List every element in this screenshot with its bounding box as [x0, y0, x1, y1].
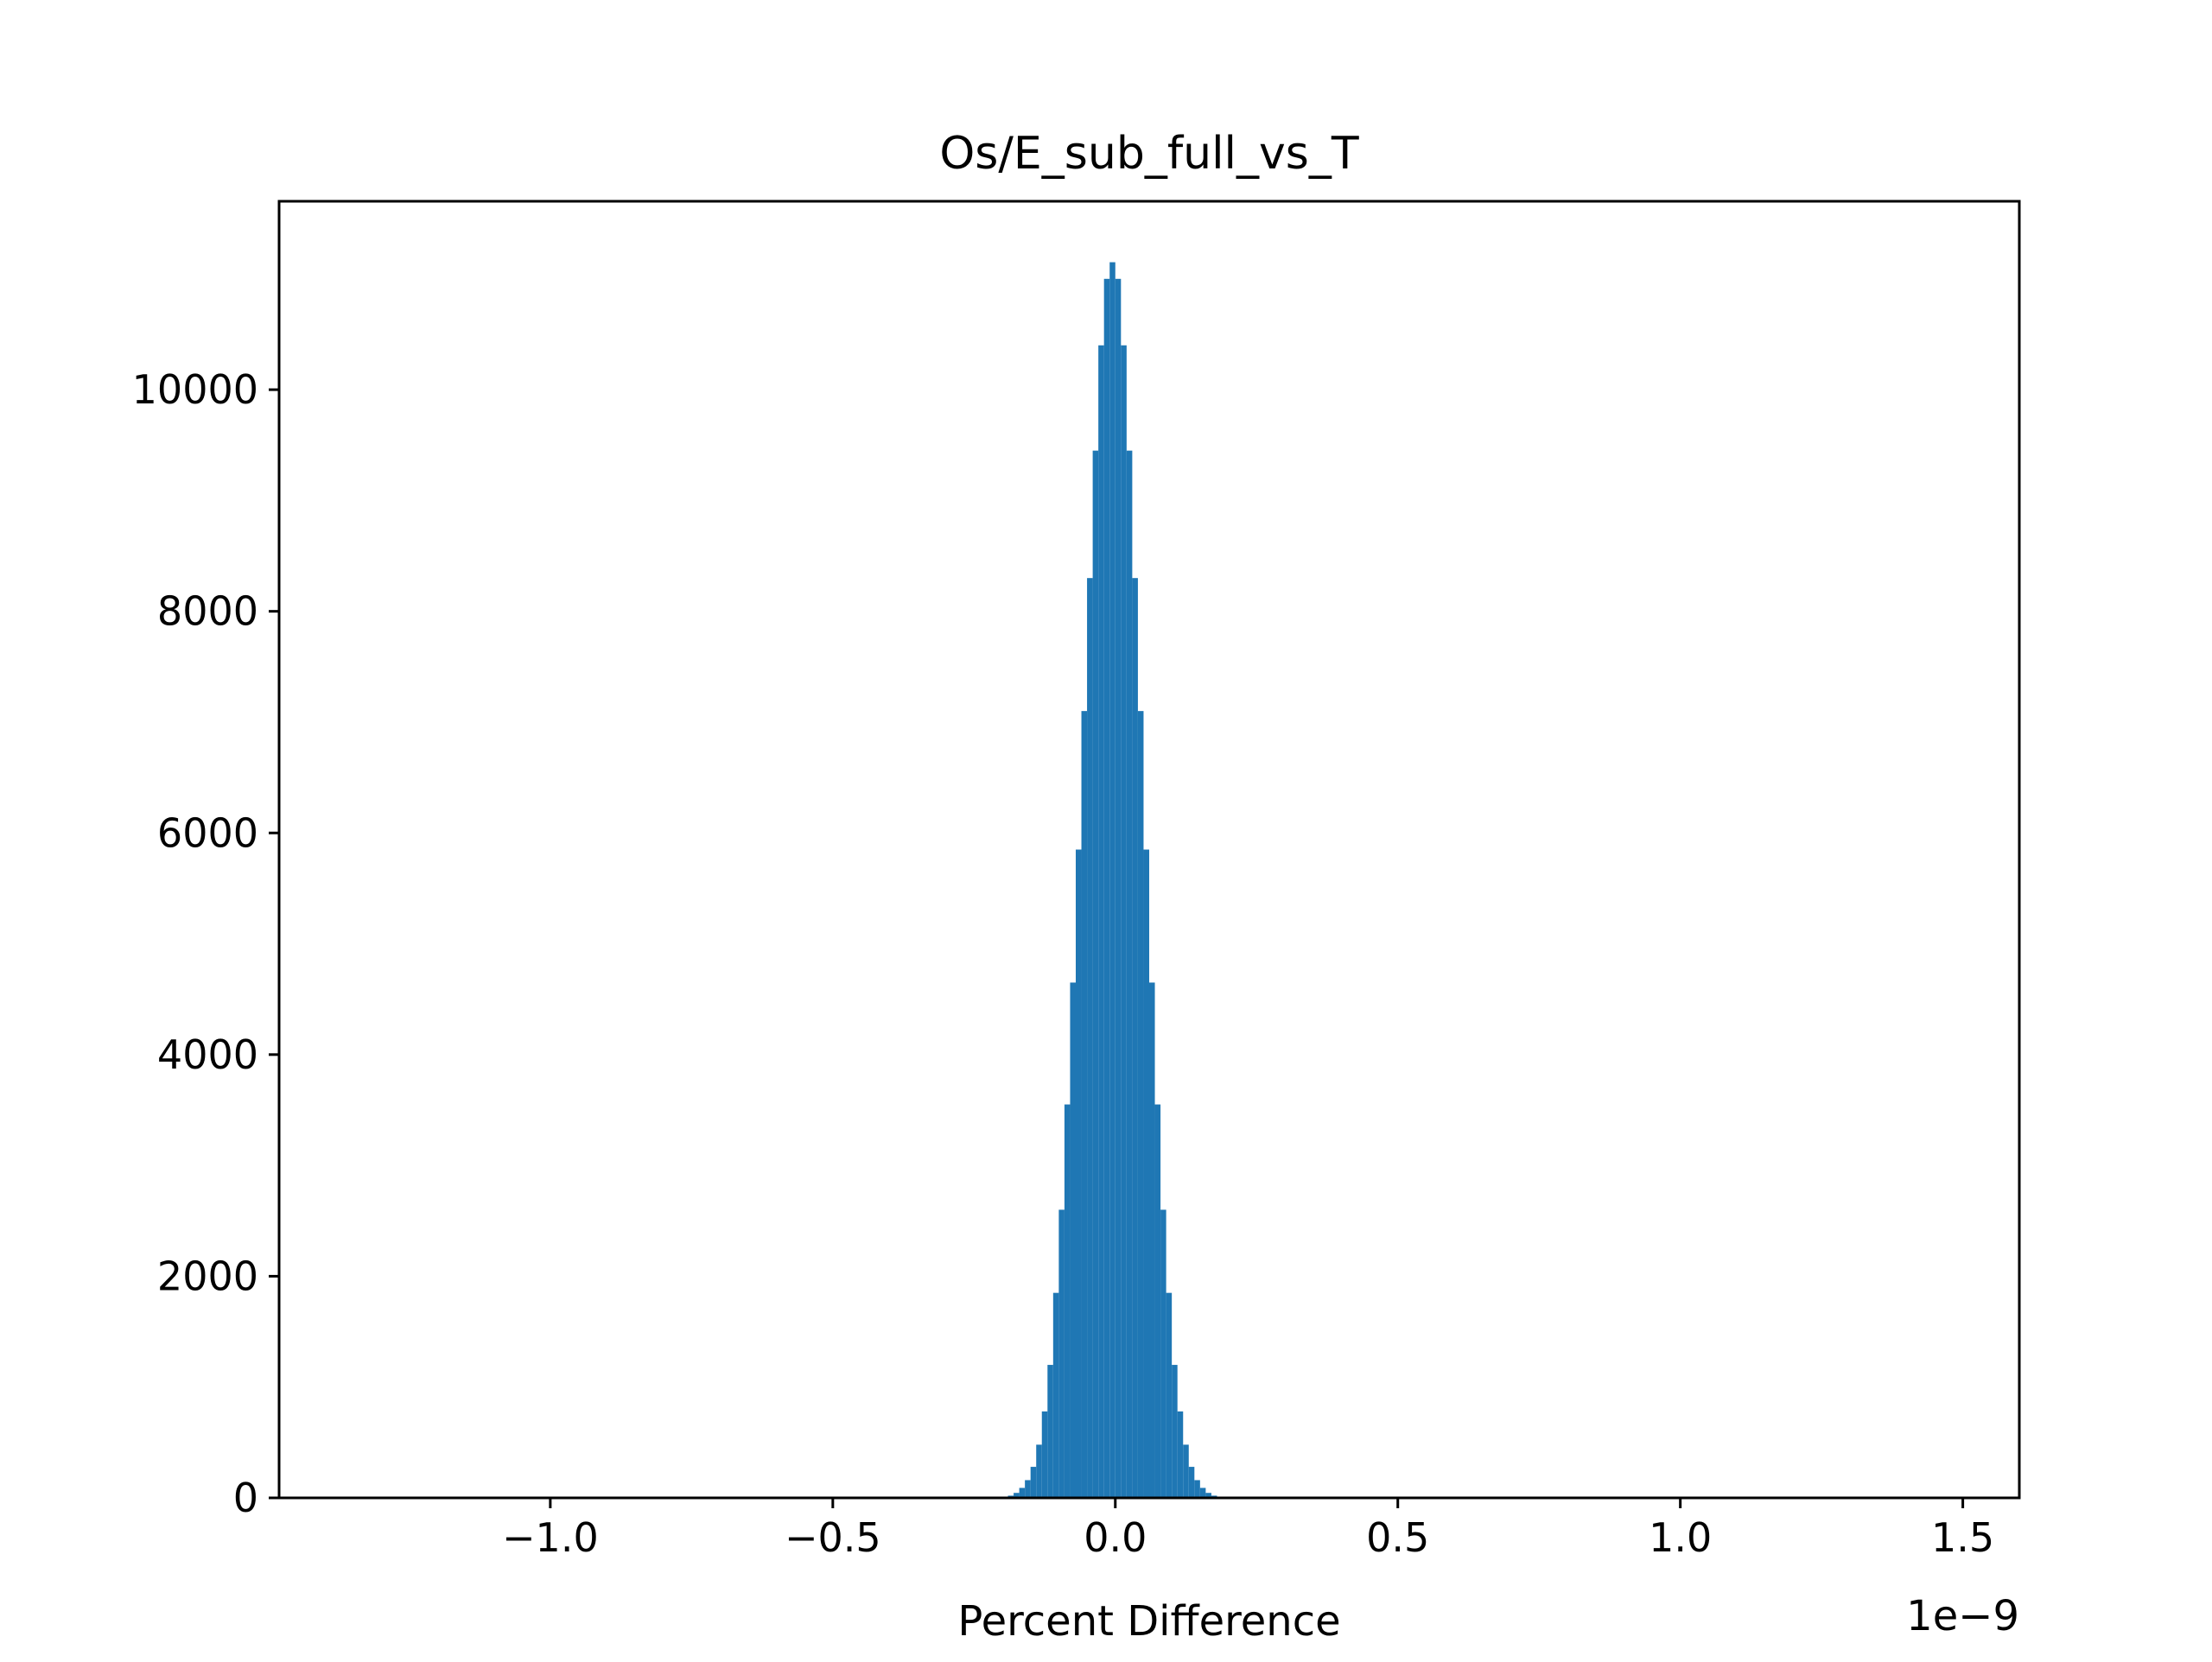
chart-title: Os/E_sub_full_vs_T: [939, 128, 1358, 180]
histogram-bar: [1019, 1488, 1026, 1498]
histogram-bar: [1172, 1365, 1178, 1498]
histogram-bar: [1014, 1493, 1020, 1498]
histogram-bar: [1109, 262, 1116, 1498]
histogram-bar: [1199, 1488, 1206, 1498]
histogram-bar: [1166, 1292, 1173, 1498]
y-tick-label: 8000: [157, 588, 258, 635]
histogram-bar: [1143, 849, 1149, 1498]
histogram-bar: [1098, 345, 1104, 1498]
x-tick-label: 1.0: [1649, 1514, 1712, 1561]
histogram-bar: [1092, 450, 1099, 1499]
x-tick-label: 0.5: [1366, 1514, 1429, 1561]
histogram-bar: [1137, 711, 1144, 1498]
histogram-bars: [1007, 262, 1224, 1499]
y-tick-label: 6000: [157, 809, 258, 856]
histogram-bar: [1149, 982, 1155, 1498]
x-axis-ticks: −1.0 −0.5 0.0 0.5 1.0 1.5: [502, 1498, 1994, 1561]
y-axis-ticks: 0 2000 4000 6000 8000 10000: [132, 366, 279, 1521]
histogram-bar: [1115, 278, 1122, 1498]
histogram-bar: [1075, 849, 1082, 1498]
y-tick-label: 2000: [157, 1253, 258, 1299]
y-tick-label: 10000: [132, 366, 258, 413]
histogram-bar: [1121, 345, 1127, 1498]
histogram-bar: [1025, 1480, 1031, 1498]
histogram-bar: [1194, 1480, 1200, 1498]
histogram-bar: [1126, 450, 1133, 1499]
x-tick-label: −0.5: [785, 1514, 881, 1561]
x-tick-label: 1.5: [1931, 1514, 1994, 1561]
histogram-bar: [1183, 1444, 1189, 1498]
histogram-bar: [1188, 1467, 1195, 1498]
histogram-bar: [1154, 1104, 1161, 1498]
plot-frame: [277, 200, 2021, 1500]
histogram-bar: [1030, 1467, 1037, 1498]
histogram-bar: [1132, 578, 1138, 1499]
histogram-bar: [1081, 711, 1088, 1498]
histogram-bar: [1070, 982, 1076, 1498]
x-axis-offset-label: 1e−9: [1906, 1592, 2019, 1640]
x-axis-label: Percent Difference: [957, 1597, 1340, 1646]
histogram-bar: [1052, 1292, 1059, 1498]
histogram-bar: [1036, 1444, 1042, 1498]
histogram-bar: [1058, 1209, 1065, 1498]
histogram-bar: [1103, 278, 1110, 1498]
histogram-bar: [1087, 578, 1093, 1499]
histogram-bar: [1205, 1493, 1211, 1498]
x-tick-label: −1.0: [502, 1514, 599, 1561]
y-tick-label: 0: [233, 1475, 258, 1521]
histogram-bar: [1047, 1365, 1053, 1498]
histogram-bar: [1177, 1411, 1184, 1498]
x-tick-label: 0.0: [1084, 1514, 1147, 1561]
y-tick-label: 4000: [157, 1031, 258, 1078]
histogram-bar: [1041, 1411, 1048, 1498]
histogram-bar: [1064, 1104, 1071, 1498]
histogram-bar: [1160, 1209, 1166, 1498]
